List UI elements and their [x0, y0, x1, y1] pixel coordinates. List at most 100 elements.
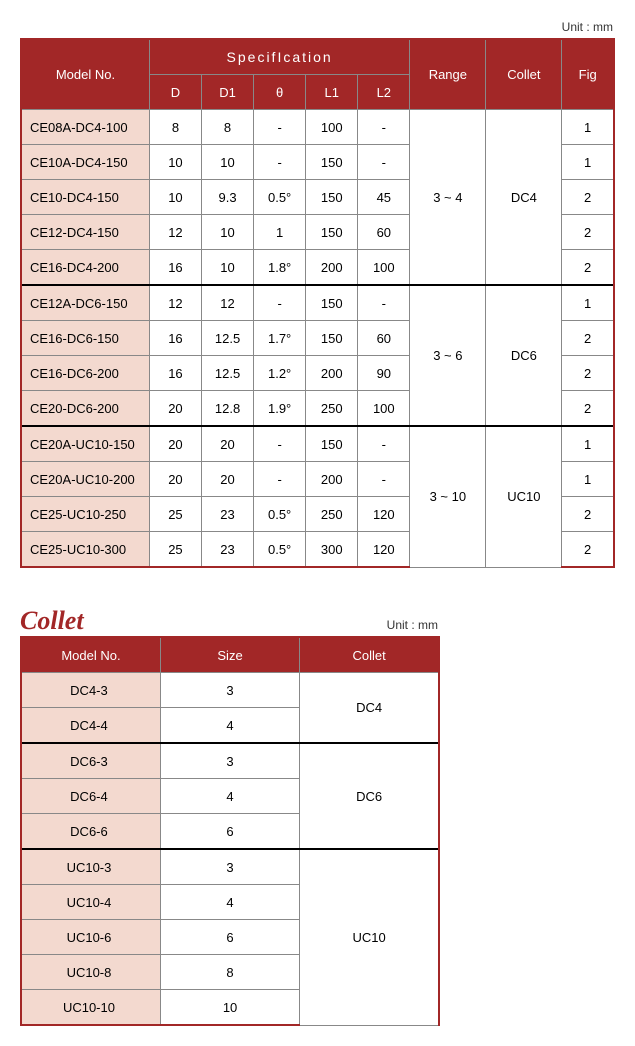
spec-cell: 20 [201, 462, 253, 497]
spec-cell: 9.3 [201, 180, 253, 215]
spec-cell: 1.2° [254, 356, 306, 391]
collet-cell: DC4 [486, 110, 562, 286]
header-fig: Fig [562, 39, 614, 110]
spec-cell: 100 [358, 250, 410, 286]
collet-size-cell: 3 [160, 743, 299, 779]
range-cell: 3 ~ 6 [410, 285, 486, 426]
model-cell: CE12-DC4-150 [21, 215, 149, 250]
fig-cell: 1 [562, 285, 614, 321]
spec-cell: 0.5° [254, 532, 306, 568]
spec-cell: - [254, 145, 306, 180]
collet-size-cell: 10 [160, 990, 299, 1026]
model-cell: CE25-UC10-250 [21, 497, 149, 532]
model-cell: CE12A-DC6-150 [21, 285, 149, 321]
spec-cell: 60 [358, 321, 410, 356]
collet-size-cell: 3 [160, 849, 299, 885]
spec-cell: 1.7° [254, 321, 306, 356]
spec-cell: 25 [149, 532, 201, 568]
collet-cell: UC10 [486, 426, 562, 567]
spec-cell: - [358, 145, 410, 180]
spec-cell: 250 [306, 391, 358, 427]
spec-cell: 20 [201, 426, 253, 462]
spec-cell: 200 [306, 356, 358, 391]
collet-unit-label: Unit : mm [387, 618, 440, 632]
collet-cell: DC6 [486, 285, 562, 426]
fig-cell: 2 [562, 180, 614, 215]
header-model: Model No. [21, 39, 149, 110]
spec-cell: 25 [149, 497, 201, 532]
collet-model-cell: UC10-6 [21, 920, 160, 955]
spec-cell: 45 [358, 180, 410, 215]
spec-cell: 12.5 [201, 356, 253, 391]
model-cell: CE20A-UC10-200 [21, 462, 149, 497]
spec-cell: 1 [254, 215, 306, 250]
collet-size-cell: 3 [160, 673, 299, 708]
spec-cell: 10 [149, 145, 201, 180]
range-cell: 3 ~ 4 [410, 110, 486, 286]
collet-model-cell: UC10-4 [21, 885, 160, 920]
spec-cell: 16 [149, 321, 201, 356]
model-cell: CE25-UC10-300 [21, 532, 149, 568]
fig-cell: 2 [562, 321, 614, 356]
collet-model-cell: UC10-3 [21, 849, 160, 885]
fig-cell: 2 [562, 497, 614, 532]
spec-cell: 150 [306, 426, 358, 462]
spec-cell: 20 [149, 426, 201, 462]
spec-cell: 90 [358, 356, 410, 391]
header-specification: SpecifIcation [149, 39, 409, 75]
spec-cell: - [358, 462, 410, 497]
spec-cell: 8 [149, 110, 201, 145]
spec-cell: 150 [306, 285, 358, 321]
spec-cell: 10 [201, 250, 253, 286]
spec-cell: 60 [358, 215, 410, 250]
collet-model-cell: UC10-10 [21, 990, 160, 1026]
spec-cell: - [254, 110, 306, 145]
collet-model-cell: DC6-3 [21, 743, 160, 779]
collet-model-cell: DC4-4 [21, 708, 160, 744]
spec-cell: 100 [358, 391, 410, 427]
header-d1: D1 [201, 75, 253, 110]
collet-header-collet: Collet [300, 637, 439, 673]
spec-cell: 20 [149, 462, 201, 497]
spec-cell: - [358, 285, 410, 321]
model-cell: CE16-DC6-200 [21, 356, 149, 391]
model-cell: CE10-DC4-150 [21, 180, 149, 215]
spec-cell: 1.8° [254, 250, 306, 286]
model-cell: CE16-DC4-200 [21, 250, 149, 286]
spec-cell: 250 [306, 497, 358, 532]
model-cell: CE10A-DC4-150 [21, 145, 149, 180]
spec-cell: 12 [149, 215, 201, 250]
spec-cell: 12 [149, 285, 201, 321]
fig-cell: 1 [562, 462, 614, 497]
spec-cell: 150 [306, 321, 358, 356]
unit-label: Unit : mm [20, 20, 615, 34]
spec-cell: 150 [306, 215, 358, 250]
spec-cell: - [254, 426, 306, 462]
spec-cell: - [358, 426, 410, 462]
spec-cell: 100 [306, 110, 358, 145]
collet-section-title: Collet [20, 606, 84, 636]
collet-model-cell: DC6-6 [21, 814, 160, 850]
spec-cell: 12.5 [201, 321, 253, 356]
spec-cell: 300 [306, 532, 358, 568]
collet-group-cell: DC4 [300, 673, 439, 744]
collet-group-cell: UC10 [300, 849, 439, 1025]
spec-cell: 120 [358, 497, 410, 532]
collet-size-cell: 6 [160, 814, 299, 850]
spec-cell: 23 [201, 532, 253, 568]
spec-cell: 8 [201, 110, 253, 145]
model-cell: CE16-DC6-150 [21, 321, 149, 356]
spec-cell: - [254, 462, 306, 497]
fig-cell: 2 [562, 250, 614, 286]
model-cell: CE08A-DC4-100 [21, 110, 149, 145]
header-d: D [149, 75, 201, 110]
spec-cell: 23 [201, 497, 253, 532]
fig-cell: 1 [562, 110, 614, 145]
spec-cell: 1.9° [254, 391, 306, 427]
collet-header-size: Size [160, 637, 299, 673]
collet-header-model: Model No. [21, 637, 160, 673]
collet-model-cell: DC6-4 [21, 779, 160, 814]
fig-cell: 1 [562, 426, 614, 462]
spec-cell: 0.5° [254, 180, 306, 215]
fig-cell: 2 [562, 356, 614, 391]
